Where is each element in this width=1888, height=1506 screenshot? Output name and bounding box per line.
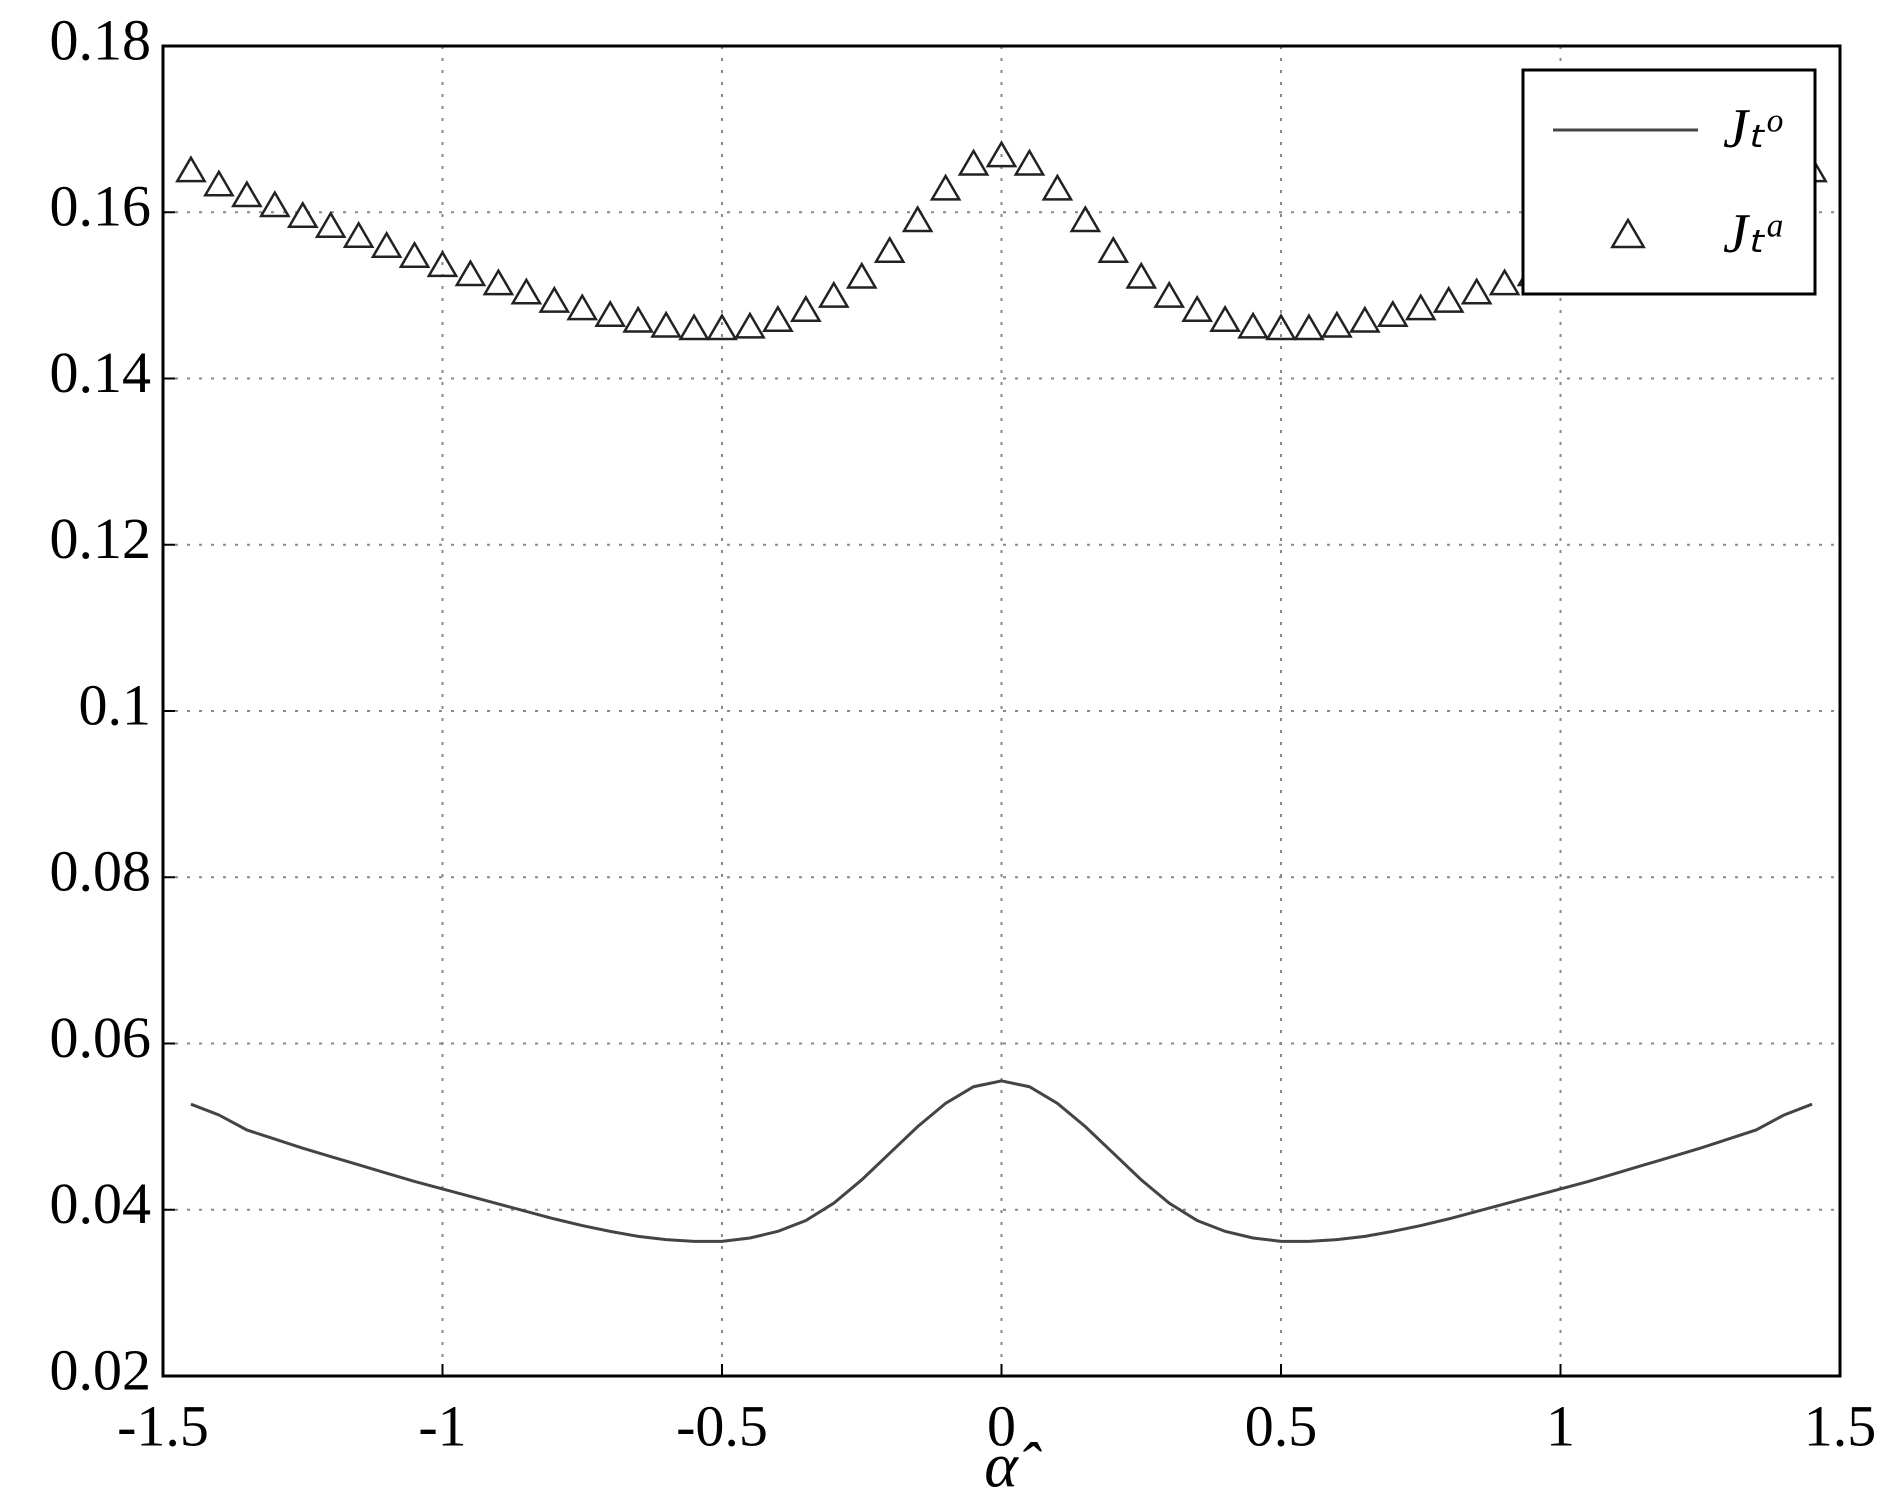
triangle-marker — [957, 148, 990, 176]
triangle-marker — [175, 155, 207, 183]
triangle-marker — [1321, 310, 1353, 338]
x-tick-label: 1 — [1546, 1393, 1575, 1458]
x-tick-label: 1.5 — [1804, 1393, 1877, 1458]
triangle-marker — [370, 230, 403, 258]
y-tick-label: 0.12 — [50, 506, 152, 571]
y-tick-label: 0.02 — [50, 1337, 152, 1402]
triangle-marker — [1293, 313, 1325, 341]
triangle-marker — [762, 304, 794, 332]
y-tick-label: 0.14 — [50, 340, 152, 405]
triangle-marker — [566, 293, 599, 321]
triangle-marker — [678, 313, 710, 341]
triangle-marker — [790, 294, 822, 322]
y-tick-label: 0.04 — [50, 1171, 152, 1236]
legend-marker — [1610, 217, 1646, 249]
y-tick-label: 0.18 — [50, 7, 152, 72]
triangle-marker — [538, 285, 571, 313]
triangle-marker — [873, 235, 906, 263]
triangle-marker — [426, 249, 459, 278]
triangle-marker — [342, 220, 375, 249]
triangle-marker — [1432, 285, 1465, 313]
triangle-marker — [985, 140, 1018, 168]
triangle-marker — [1488, 268, 1521, 296]
triangle-marker — [286, 200, 319, 229]
legend-box — [1521, 68, 1817, 296]
triangle-marker — [706, 313, 738, 341]
triangle-marker — [1349, 305, 1381, 333]
triangle-marker — [622, 305, 654, 333]
triangle-marker — [1404, 293, 1437, 321]
triangle-marker — [1460, 277, 1493, 305]
triangle-marker — [650, 310, 682, 338]
triangle-marker — [1237, 311, 1269, 339]
x-tick-label: 0 — [987, 1393, 1016, 1458]
x-tick-label: -1.5 — [117, 1393, 209, 1458]
x-tick-label: -0.5 — [676, 1393, 768, 1458]
y-tick-label: 0.08 — [50, 839, 152, 904]
x-tick-label: -1 — [418, 1393, 466, 1458]
plot-frame — [161, 44, 1842, 1378]
y-tick-label: 0.06 — [50, 1005, 152, 1070]
y-tick-label: 0.16 — [50, 174, 152, 239]
triangle-marker — [482, 268, 515, 296]
triangle-marker — [929, 173, 962, 201]
triangle-marker — [314, 210, 347, 239]
triangle-marker — [1013, 148, 1046, 176]
triangle-marker — [1097, 235, 1130, 263]
triangle-marker — [1041, 173, 1074, 201]
x-tick-label: 0.5 — [1245, 1393, 1318, 1458]
triangle-marker — [901, 205, 934, 233]
triangle-marker — [203, 169, 235, 197]
y-tick-label: 0.1 — [79, 672, 152, 737]
triangle-marker — [594, 299, 627, 327]
triangle-marker — [1125, 261, 1158, 289]
legend: Jₜᵒ Jₜᵃ — [1521, 68, 1817, 296]
triangle-marker — [1376, 299, 1409, 327]
triangle-marker — [510, 277, 543, 305]
triangle-marker — [1181, 294, 1213, 322]
triangle-marker — [231, 180, 263, 208]
legend-label: Jₜᵒ — [1723, 98, 1783, 160]
triangle-marker — [454, 259, 487, 287]
triangle-marker — [1153, 280, 1186, 308]
legend-label: Jₜᵃ — [1723, 203, 1787, 265]
triangle-marker — [1265, 313, 1297, 341]
triangle-marker — [258, 190, 291, 218]
data-line — [190, 1079, 1813, 1243]
triangle-marker — [398, 240, 431, 268]
triangle-marker — [734, 311, 766, 339]
triangle-marker — [845, 261, 878, 289]
triangle-marker — [1209, 304, 1241, 332]
triangle-marker — [817, 280, 850, 308]
triangle-marker — [1069, 205, 1102, 233]
